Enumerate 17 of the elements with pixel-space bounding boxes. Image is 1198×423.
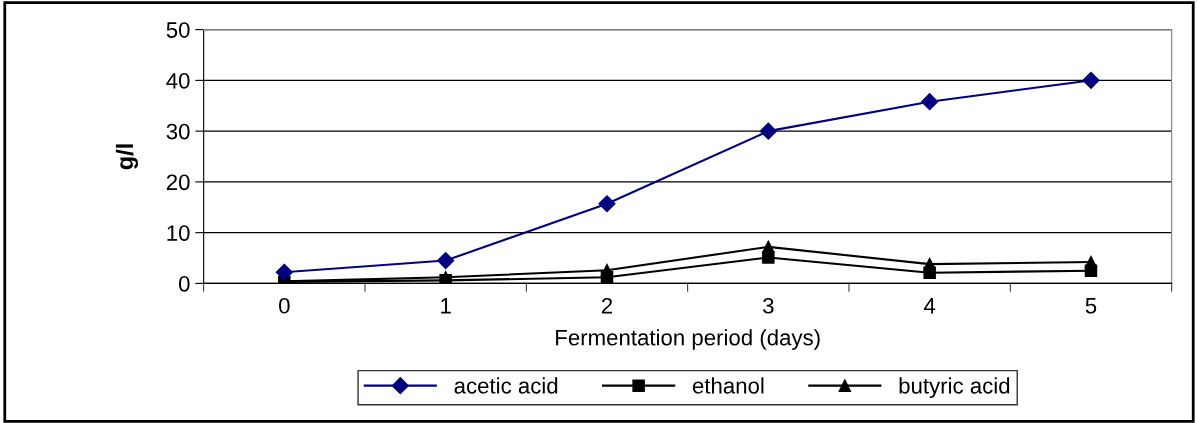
x-tick-label: 3 xyxy=(762,297,774,314)
y-axis-title: g/l xyxy=(115,144,138,170)
x-tick-label: 5 xyxy=(1085,298,1097,314)
x-tick-label: 1 xyxy=(441,298,451,314)
y-tick-label: 40 xyxy=(166,72,190,89)
x-tick-label: 0 xyxy=(279,297,290,314)
legend-label: butyric acid xyxy=(899,377,1010,399)
y-tick-label: 20 xyxy=(166,174,190,191)
y-tick-label: 50 xyxy=(166,22,190,38)
y-tick-label: 0 xyxy=(178,275,190,292)
y-tick-label: 10 xyxy=(167,225,190,241)
x-tick-label: 2 xyxy=(601,297,613,314)
x-tick-label: 4 xyxy=(923,298,936,314)
x-axis-title: Fermentation period (days) xyxy=(556,329,820,350)
legend-label: acetic acid xyxy=(454,377,558,394)
y-tick-label: 30 xyxy=(166,123,190,140)
legend-label: ethanol xyxy=(692,377,764,394)
